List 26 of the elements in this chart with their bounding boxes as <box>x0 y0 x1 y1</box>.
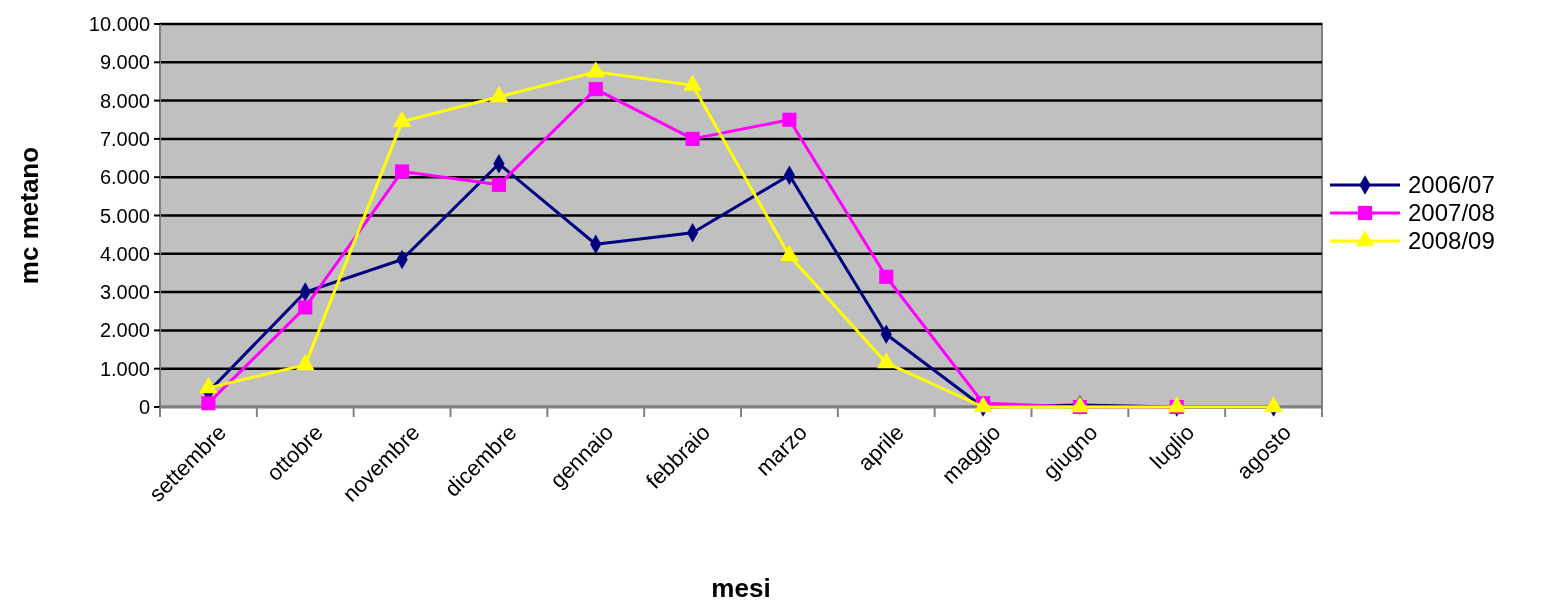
x-axis-title: mesi <box>711 573 771 603</box>
point <box>201 396 216 411</box>
y-tick-label: 5.000 <box>99 204 150 227</box>
y-tick-label: 1.000 <box>99 357 150 380</box>
point <box>588 82 603 97</box>
legend-label: 2007/08 <box>1408 199 1495 227</box>
point <box>395 164 410 179</box>
point <box>489 86 509 103</box>
point <box>879 269 894 284</box>
y-tick-label: 3.000 <box>99 281 150 304</box>
point <box>298 300 313 315</box>
y-tick-label: 0 <box>138 396 150 418</box>
y-tick-label: 2.000 <box>99 319 150 342</box>
point <box>782 112 797 127</box>
y-tick-label: 4.000 <box>99 242 150 265</box>
legend-label: 2008/09 <box>1408 227 1495 255</box>
y-tick-label: 9.000 <box>99 51 150 74</box>
y-tick-label: 8.000 <box>99 89 150 112</box>
point <box>586 61 606 78</box>
y-tick-label: 6.000 <box>99 166 150 189</box>
legend-label: 2006/07 <box>1408 171 1495 199</box>
point <box>491 177 506 192</box>
y-tick-label: 7.000 <box>99 127 150 150</box>
y-tick-label: 10.000 <box>88 13 150 35</box>
point <box>685 131 700 146</box>
y-axis-title: mc metano <box>14 146 44 285</box>
